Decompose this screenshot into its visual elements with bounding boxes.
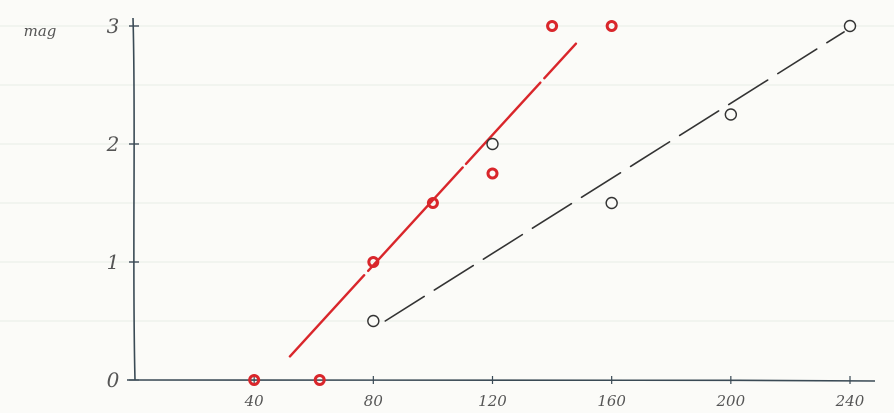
x-tick-label: 200 — [716, 392, 746, 410]
x-tick-label: 80 — [364, 392, 384, 410]
data-point-series-2 — [724, 108, 738, 121]
data-point-series-1 — [248, 374, 261, 386]
data-point-series-1 — [486, 167, 499, 180]
x-axis — [126, 379, 876, 382]
data-point-series-2 — [486, 137, 499, 151]
x-tick-label: 40 — [244, 392, 265, 410]
fit-lines — [288, 31, 845, 358]
y-tick-label: 0 — [107, 368, 120, 392]
x-tick-label: 160 — [597, 392, 626, 410]
fit-line-series-1 — [288, 42, 578, 358]
fit-line-series-2 — [384, 31, 845, 322]
y-axis — [132, 17, 136, 381]
data-points — [248, 19, 857, 386]
x-tick-label: 240 — [835, 392, 865, 410]
data-point-series-1 — [605, 20, 618, 32]
data-point-series-2 — [605, 196, 618, 210]
data-point-series-1 — [313, 374, 326, 386]
data-point-series-2 — [843, 19, 857, 33]
gridlines — [0, 25, 894, 322]
y-tick-label: 1 — [107, 250, 120, 274]
data-point-series-1 — [426, 197, 439, 209]
x-tick-label: 120 — [478, 392, 507, 410]
data-point-series-1 — [367, 256, 380, 268]
tick-labels: 0 1 2 3 40 80 120 160 200 240 mag — [24, 14, 865, 410]
y-axis-label: mag — [24, 22, 57, 40]
axes — [126, 17, 876, 384]
data-point-series-1 — [546, 20, 559, 32]
y-tick-label: 2 — [106, 132, 120, 156]
data-point-series-2 — [367, 314, 380, 328]
y-tick-label: 3 — [107, 14, 120, 38]
